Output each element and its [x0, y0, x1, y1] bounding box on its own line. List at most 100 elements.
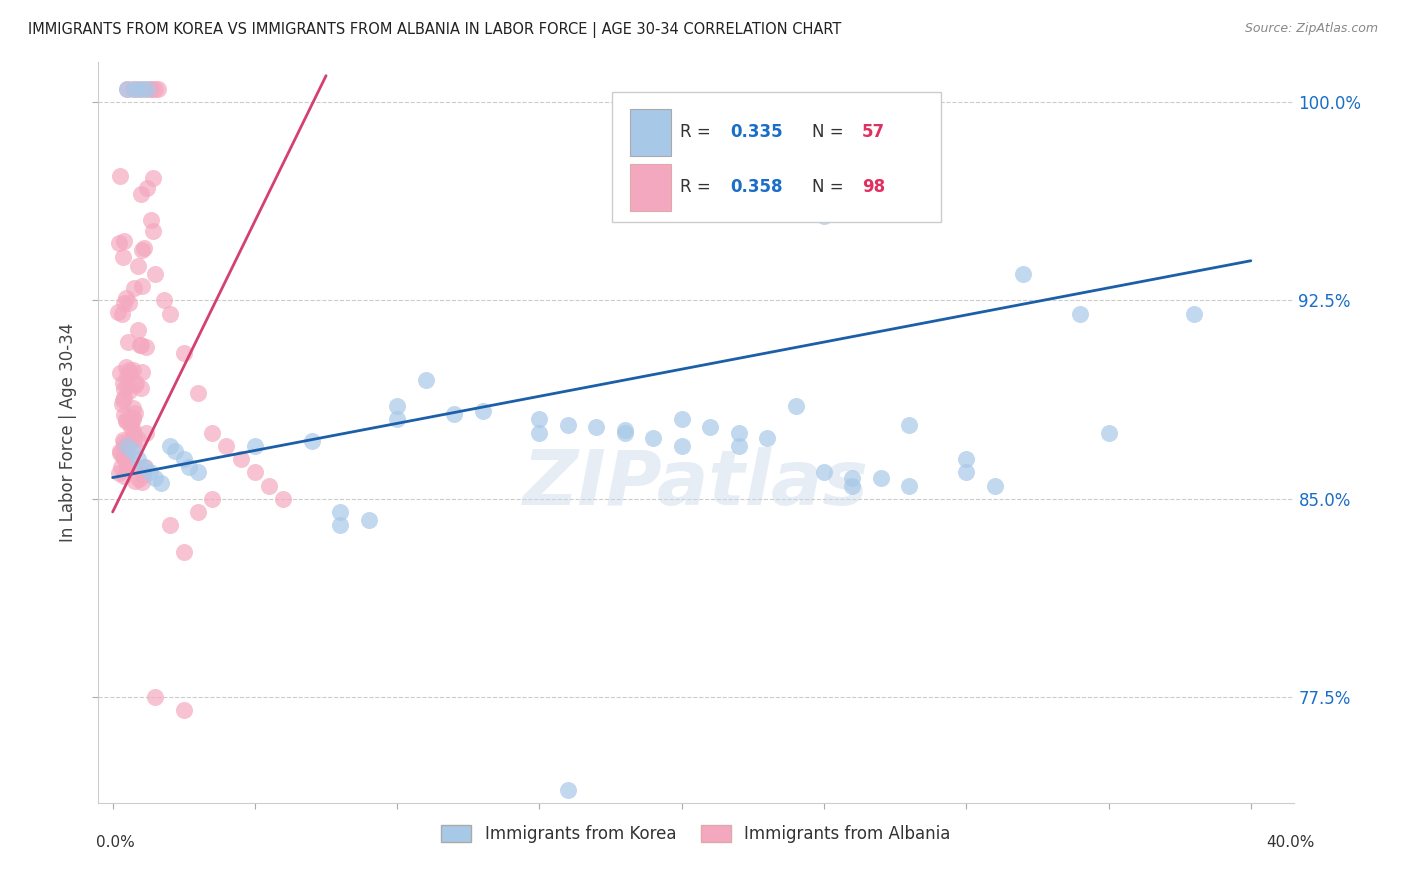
Point: [529, 425, 551, 440]
Point: [129, 82, 152, 96]
Point: [135, 426, 157, 441]
Point: [187, 465, 209, 479]
Point: [132, 468, 155, 483]
Point: [132, 241, 155, 255]
Point: [118, 295, 141, 310]
Point: [120, 420, 142, 434]
Point: [107, 305, 129, 319]
Point: [201, 491, 224, 506]
Point: [121, 82, 143, 96]
Point: [129, 381, 152, 395]
Point: [115, 82, 138, 96]
Text: Source: ZipAtlas.com: Source: ZipAtlas.com: [1244, 22, 1378, 36]
Point: [111, 392, 134, 407]
Point: [143, 82, 166, 96]
Point: [115, 291, 138, 305]
Point: [135, 82, 157, 96]
Text: 40.0%: 40.0%: [1267, 836, 1315, 850]
Point: [112, 435, 135, 450]
Point: [229, 452, 252, 467]
Point: [122, 424, 145, 438]
Point: [132, 82, 155, 96]
Point: [134, 460, 156, 475]
Point: [557, 417, 579, 432]
Point: [124, 82, 146, 96]
Text: N =: N =: [811, 178, 849, 196]
Point: [173, 346, 195, 360]
Point: [108, 236, 131, 251]
Point: [1182, 307, 1205, 321]
Point: [143, 267, 166, 281]
Point: [785, 399, 807, 413]
Point: [165, 444, 187, 458]
Point: [955, 452, 977, 467]
Point: [385, 412, 409, 426]
Point: [131, 475, 153, 489]
Legend: Immigrants from Korea, Immigrants from Albania: Immigrants from Korea, Immigrants from A…: [434, 819, 957, 850]
Point: [1012, 267, 1035, 281]
Point: [557, 782, 579, 797]
Point: [128, 472, 150, 486]
Text: R =: R =: [681, 178, 717, 196]
Point: [243, 439, 266, 453]
Point: [111, 376, 134, 391]
Point: [127, 323, 149, 337]
Point: [124, 378, 146, 392]
Point: [115, 379, 138, 393]
Point: [329, 505, 352, 519]
Point: [121, 401, 143, 415]
Point: [131, 365, 153, 379]
Point: [122, 412, 145, 426]
Point: [159, 518, 181, 533]
Point: [585, 420, 607, 434]
Point: [613, 423, 636, 437]
Point: [127, 259, 149, 273]
Point: [1097, 425, 1119, 440]
Point: [499, 809, 522, 823]
Text: IMMIGRANTS FROM KOREA VS IMMIGRANTS FROM ALBANIA IN LABOR FORCE | AGE 30-34 CORR: IMMIGRANTS FROM KOREA VS IMMIGRANTS FROM…: [28, 22, 842, 38]
Point: [132, 460, 155, 475]
Point: [443, 407, 465, 421]
Point: [187, 386, 209, 401]
Point: [131, 279, 153, 293]
Point: [108, 446, 131, 460]
Text: 0.0%: 0.0%: [96, 836, 135, 850]
Point: [841, 470, 863, 484]
Point: [243, 465, 266, 479]
Point: [357, 513, 380, 527]
Point: [159, 439, 181, 453]
Point: [111, 396, 134, 410]
Point: [143, 470, 166, 484]
Point: [671, 439, 693, 453]
Point: [136, 181, 159, 195]
Text: N =: N =: [811, 123, 849, 142]
Point: [129, 337, 152, 351]
FancyBboxPatch shape: [630, 109, 671, 156]
Point: [121, 410, 143, 425]
Point: [111, 307, 134, 321]
Point: [127, 452, 149, 467]
Point: [108, 466, 131, 480]
Point: [115, 445, 138, 459]
Point: [122, 281, 145, 295]
Point: [112, 409, 135, 423]
Text: R =: R =: [681, 123, 717, 142]
Point: [115, 439, 138, 453]
Point: [115, 458, 138, 473]
Point: [111, 450, 134, 464]
Point: [124, 406, 146, 420]
Point: [112, 295, 135, 310]
Point: [142, 223, 165, 237]
Point: [120, 366, 142, 380]
Point: [613, 425, 636, 440]
Point: [111, 434, 134, 448]
Point: [112, 250, 135, 264]
Point: [114, 413, 136, 427]
Point: [813, 465, 835, 479]
Point: [329, 518, 352, 533]
Point: [301, 434, 323, 448]
Text: 0.358: 0.358: [731, 178, 783, 196]
Point: [112, 234, 135, 248]
Point: [179, 460, 201, 475]
FancyBboxPatch shape: [630, 164, 671, 211]
